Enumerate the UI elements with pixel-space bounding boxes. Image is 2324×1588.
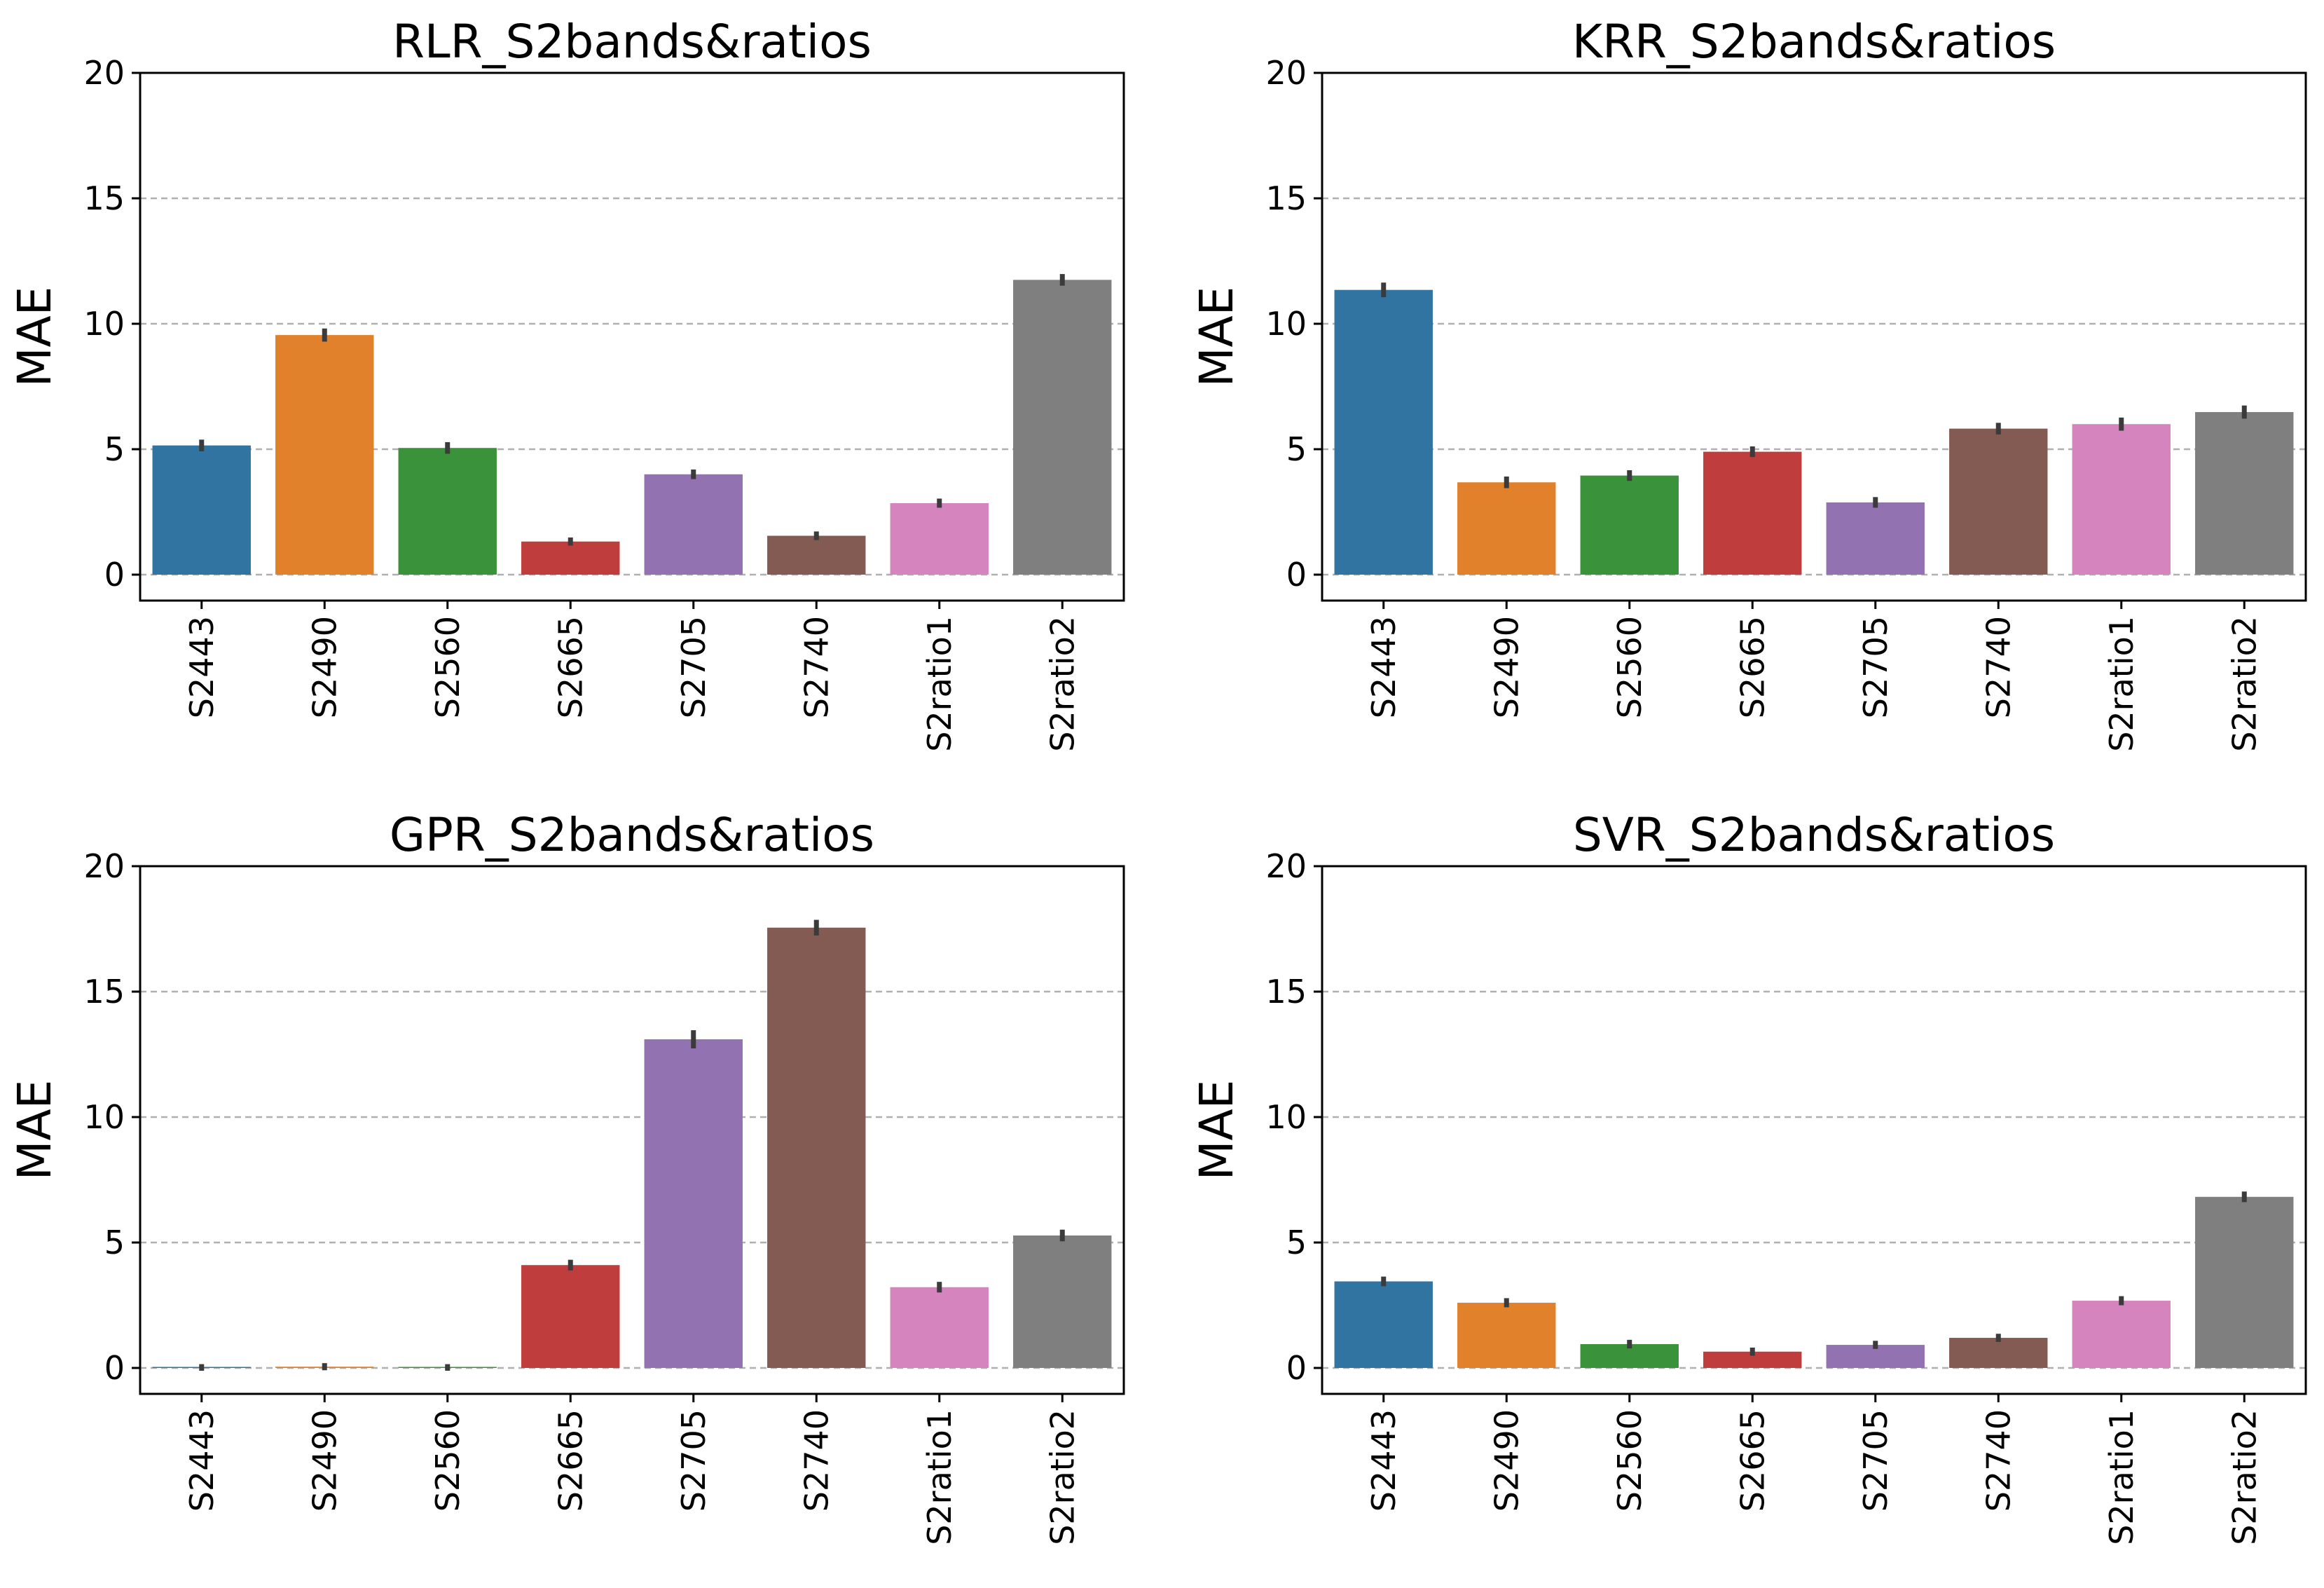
x-tick-label-S2560: S2560	[429, 616, 467, 718]
x-tick-label-S2443: S2443	[183, 1409, 221, 1512]
axes-frame	[139, 71, 1125, 602]
x-tick-label-S2560: S2560	[429, 1409, 467, 1512]
chart-title: GPR_S2bands&ratios	[390, 808, 874, 862]
y-tick-label: 0	[104, 1349, 125, 1387]
x-tick-label-S2ratio2: S2ratio2	[1043, 1409, 1081, 1545]
bar-S2740	[767, 535, 866, 575]
y-tick-label: 10	[1265, 305, 1307, 343]
x-tick-label-S2740: S2740	[797, 1409, 835, 1512]
bar-S2560	[398, 448, 497, 575]
x-tick-label-S2ratio1: S2ratio1	[2103, 616, 2140, 752]
chart-title: KRR_S2bands&ratios	[1572, 15, 2056, 69]
bar-S2ratio2	[1013, 1235, 1112, 1368]
y-tick-label: 15	[1265, 973, 1307, 1011]
chart-panel-2: 0 5 10 15 20 S2443 S2490 S2560 S2665 S2705 S2740 S2…	[1190, 15, 2307, 752]
bar-S2ratio1	[890, 1287, 989, 1368]
y-tick-label: 0	[104, 556, 125, 594]
x-tick-label-S2705: S2705	[675, 616, 713, 718]
x-tick-label-S2740: S2740	[1979, 616, 2017, 718]
x-tick-label-S2740: S2740	[797, 616, 835, 718]
axes-frame	[139, 865, 1125, 1395]
bar-S2665	[521, 541, 620, 575]
x-tick-label-S2ratio2: S2ratio2	[1043, 616, 1081, 752]
x-tick-label-S2740: S2740	[1979, 1409, 2017, 1512]
bar-S2705	[644, 1039, 743, 1368]
x-tick-label-S2490: S2490	[305, 616, 343, 718]
y-tick-label: 5	[104, 430, 125, 468]
bar-S2560	[1580, 475, 1679, 575]
bar-S2443	[1334, 289, 1433, 575]
y-tick-label: 20	[83, 54, 125, 92]
axes-frame	[1321, 865, 2307, 1395]
bar-S2740	[1949, 1338, 2048, 1368]
y-tick-label: 15	[1265, 179, 1307, 217]
bar-S2ratio2	[2195, 1196, 2294, 1368]
bar-S2740	[1949, 428, 2048, 575]
x-tick-label-S2665: S2665	[551, 1409, 589, 1512]
x-tick-label-S2705: S2705	[675, 1409, 713, 1512]
bar-S2665	[1703, 1351, 1802, 1368]
x-tick-label-S2ratio2: S2ratio2	[2225, 1409, 2263, 1545]
x-tick-label-S2ratio1: S2ratio1	[921, 1409, 958, 1545]
y-tick-label: 5	[1286, 1224, 1307, 1261]
bar-S2ratio1	[2072, 424, 2171, 575]
x-tick-label-S2ratio1: S2ratio1	[2103, 1409, 2140, 1545]
y-tick-label: 10	[83, 1098, 125, 1136]
chart-panel-1: 0 5 10 15 20 S2443 S2490 S2560 S2665 S2705 S2740 S2…	[8, 15, 1125, 752]
chart-panel-4: 0 5 10 15 20 S2443 S2490 S2560 S2665 S2705 S2740 S2…	[1190, 808, 2307, 1545]
x-tick-label-S2443: S2443	[183, 616, 221, 718]
bar-S2665	[521, 1265, 620, 1368]
bar-S2705	[1826, 502, 1925, 575]
x-tick-label-S2443: S2443	[1365, 616, 1403, 718]
y-tick-label: 15	[83, 973, 125, 1011]
y-tick-label: 15	[83, 179, 125, 217]
y-axis-label: MAE	[1190, 1080, 1244, 1181]
y-tick-label: 5	[1286, 430, 1307, 468]
x-tick-label-S2665: S2665	[551, 616, 589, 718]
x-tick-label-S2490: S2490	[305, 1409, 343, 1512]
bar-S2490	[1457, 1302, 1556, 1368]
bar-S2ratio2	[2195, 412, 2294, 575]
x-tick-label-S2ratio2: S2ratio2	[2225, 616, 2263, 752]
x-tick-label-S2490: S2490	[1487, 1409, 1525, 1512]
bar-S2740	[767, 927, 866, 1368]
x-tick-label-S2665: S2665	[1733, 1409, 1771, 1512]
bar-S2490	[275, 335, 374, 575]
x-tick-label-S2665: S2665	[1733, 616, 1771, 718]
bar-S2443	[152, 445, 251, 575]
y-tick-label: 20	[1265, 54, 1307, 92]
y-tick-label: 20	[1265, 847, 1307, 885]
chart-title: SVR_S2bands&ratios	[1573, 808, 2055, 862]
y-axis-label: MAE	[8, 287, 62, 388]
y-tick-label: 0	[1286, 1349, 1307, 1387]
y-tick-label: 10	[1265, 1098, 1307, 1136]
x-tick-label-S2705: S2705	[1857, 1409, 1895, 1512]
y-tick-label: 20	[83, 847, 125, 885]
x-tick-label-S2705: S2705	[1857, 616, 1895, 718]
chart-title: RLR_S2bands&ratios	[392, 15, 872, 69]
bar-S2665	[1703, 451, 1802, 575]
axes-frame	[1321, 71, 2307, 602]
x-tick-label-S2ratio1: S2ratio1	[921, 616, 958, 752]
bar-S2ratio2	[1013, 280, 1112, 575]
y-tick-label: 5	[104, 1224, 125, 1261]
x-tick-label-S2560: S2560	[1611, 1409, 1649, 1512]
bar-S2443	[1334, 1281, 1433, 1368]
bar-S2490	[1457, 482, 1556, 575]
x-tick-label-S2443: S2443	[1365, 1409, 1403, 1512]
bar-S2ratio1	[890, 502, 989, 575]
bar-S2705	[644, 474, 743, 575]
y-tick-label: 0	[1286, 556, 1307, 594]
chart-panel-3: 0 5 10 15 20 S2443 S2490 S2560 S2665 S2705 S2740 S2…	[8, 808, 1125, 1545]
y-axis-label: MAE	[1190, 287, 1244, 388]
y-tick-label: 10	[83, 305, 125, 343]
x-tick-label-S2490: S2490	[1487, 616, 1525, 718]
bar-S2ratio1	[2072, 1301, 2171, 1368]
x-tick-label-S2560: S2560	[1611, 616, 1649, 718]
y-axis-label: MAE	[8, 1080, 62, 1181]
